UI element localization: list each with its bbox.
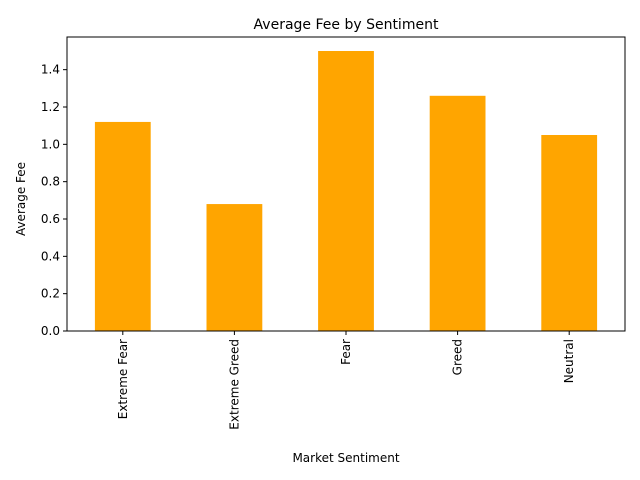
y-tick-label: 0.4 — [41, 249, 60, 263]
x-axis-ticks: Extreme Fear Extreme Greed Fear Greed Neutra… — [116, 331, 576, 430]
y-tick-label: 0.2 — [41, 287, 60, 301]
bar-extreme-fear — [94, 121, 151, 331]
x-tick-label: Neutral — [562, 339, 576, 383]
x-tick-label: Extreme Greed — [227, 339, 241, 430]
x-tick-label: Fear — [339, 339, 353, 365]
x-axis-title: Market Sentiment — [292, 451, 399, 465]
bar-greed — [429, 95, 486, 331]
y-tick-label: 1.2 — [41, 100, 60, 114]
y-axis-title: Average Fee — [14, 162, 28, 236]
bar-fear — [318, 51, 374, 331]
y-tick-label: 0.6 — [41, 212, 60, 226]
bar-extreme-greed — [206, 204, 263, 331]
bar-neutral — [541, 135, 598, 331]
chart-title: Average Fee by Sentiment — [254, 17, 439, 33]
bars-group — [94, 51, 598, 331]
y-tick-label: 1.0 — [41, 137, 60, 151]
y-tick-label: 1.4 — [41, 63, 60, 77]
plot-frame — [66, 36, 626, 332]
y-tick-label: 0.8 — [41, 175, 60, 189]
y-axis-ticks: 0.0 0.2 0.4 0.6 0.8 1.0 1.2 1.4 — [41, 63, 67, 338]
x-tick-label: Extreme Fear — [116, 339, 130, 419]
y-tick-label: 0.0 — [41, 324, 60, 338]
x-tick-label: Greed — [451, 339, 465, 375]
